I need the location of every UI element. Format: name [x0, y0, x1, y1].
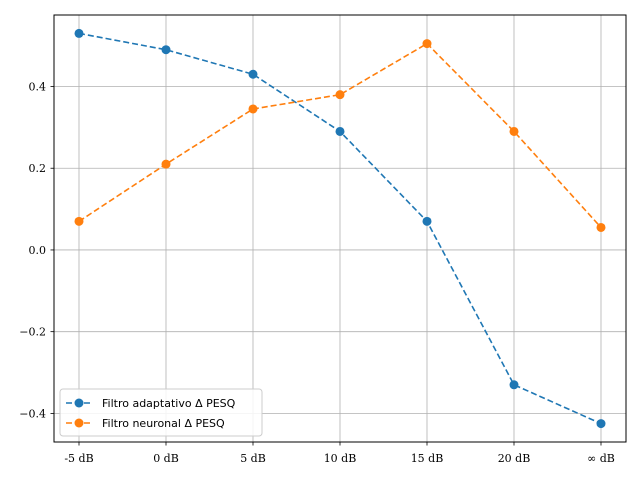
y-tick-label: 0.0	[29, 244, 47, 257]
data-point	[509, 380, 519, 390]
data-point	[74, 28, 84, 38]
axes: -5 dB 0 dB 5 dB 10 dB 15 dB 20 dB ∞ dB −0.4 −0.2…	[19, 81, 615, 465]
legend: Filtro adaptativo Δ PESQ Filtro neuronal …	[59, 388, 263, 437]
series-2	[74, 39, 606, 232]
legend-item: Filtro neuronal Δ PESQ	[66, 417, 225, 430]
x-tick-label: 20 dB	[498, 452, 531, 465]
x-tick-label: 15 dB	[411, 452, 444, 465]
series-layer	[74, 28, 606, 429]
y-tick-label: −0.2	[19, 326, 46, 339]
y-tick-label: −0.4	[19, 407, 46, 420]
legend-box	[59, 388, 263, 437]
y-tick-label: 0.4	[29, 81, 47, 94]
x-tick-label: 0 dB	[153, 452, 179, 465]
data-point	[335, 126, 345, 136]
data-point	[161, 45, 171, 55]
x-tick-label: -5 dB	[64, 452, 93, 465]
data-point	[335, 90, 345, 100]
x-tick-label: 5 dB	[240, 452, 266, 465]
y-tick-label: 0.2	[29, 162, 47, 175]
legend-marker	[74, 398, 84, 408]
data-point	[74, 216, 84, 226]
legend-label: Filtro adaptativo Δ PESQ	[102, 397, 236, 410]
data-point	[596, 222, 606, 232]
data-point	[248, 104, 258, 114]
grid	[54, 15, 626, 442]
legend-label: Filtro neuronal Δ PESQ	[102, 417, 225, 430]
data-point	[422, 216, 432, 226]
series-1	[74, 28, 606, 429]
data-point	[248, 69, 258, 79]
x-tick-label: ∞ dB	[587, 452, 615, 465]
legend-marker	[74, 418, 84, 428]
legend-item: Filtro adaptativo Δ PESQ	[66, 397, 236, 410]
data-point	[161, 159, 171, 169]
data-point	[422, 39, 432, 49]
data-point	[596, 419, 606, 429]
data-point	[509, 126, 519, 136]
x-tick-label: 10 dB	[324, 452, 357, 465]
